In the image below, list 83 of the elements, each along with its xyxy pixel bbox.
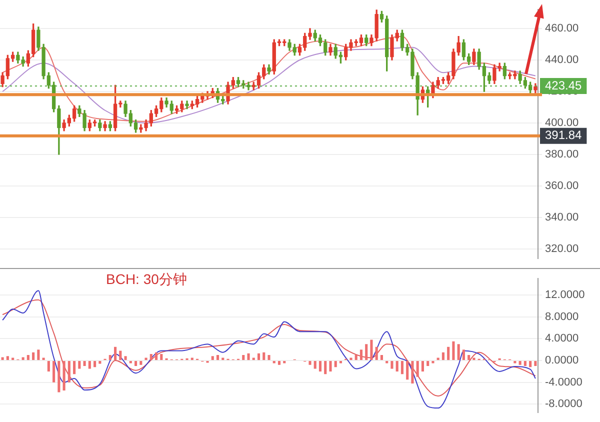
bar (318, 361, 322, 372)
bar (524, 361, 526, 366)
bar (150, 354, 152, 360)
bar (365, 344, 368, 360)
bar (26, 355, 30, 360)
bar (52, 361, 56, 382)
chart-title: BCH: 30分钟 (106, 270, 187, 287)
bar (73, 361, 76, 374)
y-tick-label: 320.00 (545, 242, 579, 255)
bar (242, 355, 245, 360)
bar (78, 361, 81, 369)
y-tick-label: 440.00 (545, 54, 579, 66)
bar (83, 361, 86, 366)
bar (154, 352, 158, 360)
bar (400, 361, 404, 374)
bar (124, 356, 127, 360)
bar (457, 344, 460, 360)
bar (314, 361, 316, 369)
bar (32, 352, 35, 360)
y-tick-label: 360.00 (545, 180, 579, 192)
bar (447, 346, 450, 360)
bar (329, 361, 332, 372)
bar (534, 361, 537, 366)
bar (22, 357, 24, 360)
y-tick-label: 460.00 (545, 22, 579, 35)
y-tick-label: -8.0000 (545, 398, 582, 410)
bar (58, 361, 60, 392)
bar (140, 361, 142, 365)
y-tick-label: 12.0000 (545, 289, 585, 302)
bar (324, 361, 327, 374)
bar (1, 357, 4, 360)
bar (247, 353, 250, 360)
bar (211, 356, 214, 360)
bar (354, 355, 358, 360)
bar (360, 350, 363, 360)
bar (98, 361, 102, 364)
bar (426, 361, 430, 366)
bar (308, 361, 312, 365)
bar (529, 361, 532, 368)
ref-line-label: 423.45 (545, 78, 582, 92)
bar (334, 361, 337, 368)
bar (390, 361, 394, 369)
bar (406, 361, 409, 380)
bar (216, 355, 220, 360)
bar (350, 358, 352, 360)
bar (108, 355, 112, 360)
bar (114, 346, 117, 360)
bar (421, 361, 424, 372)
y-tick-label: 400.00 (545, 117, 579, 130)
bar (452, 341, 455, 360)
y-tick-label: -4.0000 (545, 376, 582, 388)
bar (37, 350, 40, 360)
bar (68, 361, 70, 382)
bar (416, 361, 419, 377)
bar (160, 354, 163, 360)
bar (144, 358, 148, 360)
bar (94, 361, 96, 368)
y-tick-label: 380.00 (545, 148, 579, 160)
candlestick (185, 100, 189, 110)
ref-line-label: 391.84 (545, 128, 582, 142)
bar (370, 340, 373, 360)
bar (278, 361, 281, 365)
bar (134, 361, 138, 366)
bar (411, 361, 414, 384)
y-tick-label: 8.0000 (545, 310, 579, 323)
bar (442, 352, 444, 360)
bar (262, 352, 266, 360)
bar (257, 353, 260, 360)
y-tick-label: 4.0000 (545, 332, 579, 345)
y-tick-label: 0.0000 (545, 354, 579, 367)
bar (518, 361, 522, 365)
y-tick-label: 340.00 (545, 211, 579, 224)
bar (396, 361, 398, 372)
bar (62, 361, 66, 391)
bar (380, 355, 384, 360)
bar (6, 356, 9, 360)
bar (47, 361, 50, 372)
bar (468, 355, 470, 360)
bar (88, 361, 91, 369)
bar (462, 350, 465, 360)
bar (119, 350, 122, 360)
bar (375, 346, 378, 360)
bar (268, 355, 270, 360)
